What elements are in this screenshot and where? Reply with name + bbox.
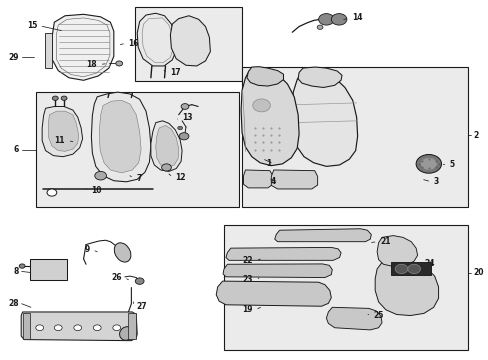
Polygon shape <box>216 281 330 306</box>
Polygon shape <box>326 307 381 330</box>
Text: 7: 7 <box>136 174 142 183</box>
Polygon shape <box>274 229 370 242</box>
Text: 6: 6 <box>14 145 19 154</box>
Polygon shape <box>246 67 283 86</box>
Polygon shape <box>48 111 79 151</box>
Polygon shape <box>91 92 151 182</box>
Circle shape <box>420 158 436 170</box>
Text: 21: 21 <box>379 237 390 246</box>
Circle shape <box>177 126 182 130</box>
Text: 26: 26 <box>111 273 122 282</box>
Circle shape <box>74 325 81 330</box>
Polygon shape <box>225 247 340 260</box>
Text: 2: 2 <box>473 131 478 140</box>
Circle shape <box>36 325 43 330</box>
Circle shape <box>47 189 57 196</box>
Circle shape <box>52 96 58 100</box>
Text: 9: 9 <box>84 246 90 255</box>
Circle shape <box>54 325 62 330</box>
Circle shape <box>95 171 106 180</box>
Polygon shape <box>243 170 272 188</box>
Text: 11: 11 <box>55 136 65 145</box>
Text: 16: 16 <box>128 39 139 48</box>
Polygon shape <box>151 121 182 171</box>
Circle shape <box>252 99 270 112</box>
Polygon shape <box>21 312 137 341</box>
Text: 12: 12 <box>175 173 185 182</box>
Polygon shape <box>137 13 176 66</box>
Bar <box>390 262 430 275</box>
Polygon shape <box>52 14 114 80</box>
Polygon shape <box>241 69 299 166</box>
Circle shape <box>93 325 101 330</box>
Bar <box>36 92 238 207</box>
Text: 18: 18 <box>86 60 97 69</box>
Polygon shape <box>376 235 417 267</box>
Polygon shape <box>99 100 141 173</box>
Polygon shape <box>298 67 341 87</box>
Text: 25: 25 <box>373 311 383 320</box>
Text: 29: 29 <box>9 53 19 62</box>
Polygon shape <box>223 264 331 278</box>
Polygon shape <box>374 262 438 316</box>
Text: 28: 28 <box>9 299 19 308</box>
Polygon shape <box>292 71 357 166</box>
Circle shape <box>330 14 346 25</box>
Text: 19: 19 <box>242 305 252 314</box>
Bar <box>224 225 467 350</box>
Text: 14: 14 <box>351 13 362 22</box>
Circle shape <box>19 264 25 268</box>
Circle shape <box>415 154 441 173</box>
Text: 17: 17 <box>170 68 181 77</box>
Polygon shape <box>170 16 210 66</box>
Text: 8: 8 <box>14 267 19 276</box>
Circle shape <box>61 96 67 100</box>
Text: 23: 23 <box>242 275 253 284</box>
Text: 24: 24 <box>423 259 433 268</box>
Bar <box>242 67 467 207</box>
Polygon shape <box>42 107 82 157</box>
Bar <box>128 313 136 338</box>
Text: 20: 20 <box>473 268 483 277</box>
Circle shape <box>317 25 323 30</box>
Ellipse shape <box>114 243 131 262</box>
Text: 27: 27 <box>136 302 146 311</box>
Circle shape <box>318 14 333 25</box>
Text: 10: 10 <box>91 186 101 195</box>
Circle shape <box>179 133 188 140</box>
Polygon shape <box>156 126 178 167</box>
Text: 15: 15 <box>27 21 37 30</box>
Circle shape <box>181 104 188 109</box>
Text: 5: 5 <box>449 161 454 170</box>
Circle shape <box>407 264 420 274</box>
Text: 22: 22 <box>242 256 253 265</box>
Polygon shape <box>271 170 317 189</box>
Circle shape <box>394 264 407 274</box>
Bar <box>135 7 242 81</box>
Circle shape <box>116 61 122 66</box>
Bar <box>22 313 30 338</box>
Text: 4: 4 <box>270 177 276 186</box>
Circle shape <box>113 325 121 330</box>
Circle shape <box>135 278 144 284</box>
Text: 13: 13 <box>182 113 192 122</box>
Text: 3: 3 <box>433 177 438 186</box>
Bar <box>30 259 66 280</box>
Text: 1: 1 <box>265 159 271 168</box>
Polygon shape <box>44 33 52 68</box>
Ellipse shape <box>120 327 133 340</box>
Circle shape <box>161 164 171 171</box>
